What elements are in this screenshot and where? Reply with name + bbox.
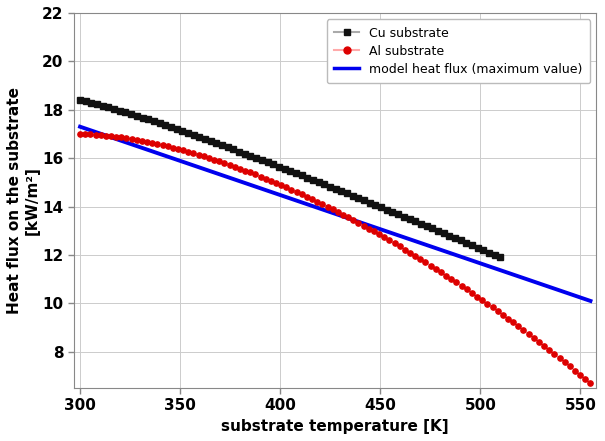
Legend: Cu substrate, Al substrate, model heat flux (maximum value): Cu substrate, Al substrate, model heat f… bbox=[327, 19, 590, 83]
Cu substrate bbox=[451, 235, 459, 241]
Al substrate bbox=[381, 235, 388, 240]
Line: Al substrate: Al substrate bbox=[77, 131, 593, 386]
Al substrate bbox=[561, 359, 568, 365]
Cu substrate bbox=[423, 224, 430, 229]
Cu substrate bbox=[76, 97, 83, 103]
Al substrate bbox=[174, 146, 182, 152]
Cu substrate bbox=[111, 106, 118, 112]
Y-axis label: Heat flux on the substrate
[kW/m²]: Heat flux on the substrate [kW/m²] bbox=[7, 87, 39, 314]
Al substrate bbox=[339, 212, 347, 217]
X-axis label: substrate temperature [K]: substrate temperature [K] bbox=[221, 419, 449, 434]
Cu substrate bbox=[411, 219, 419, 224]
Al substrate bbox=[587, 381, 594, 386]
Cu substrate bbox=[406, 216, 413, 221]
Al substrate bbox=[546, 348, 553, 353]
Al substrate bbox=[195, 152, 202, 157]
Al substrate bbox=[76, 131, 83, 137]
Line: Cu substrate: Cu substrate bbox=[77, 97, 503, 260]
Cu substrate bbox=[497, 255, 504, 260]
Cu substrate bbox=[394, 212, 402, 217]
